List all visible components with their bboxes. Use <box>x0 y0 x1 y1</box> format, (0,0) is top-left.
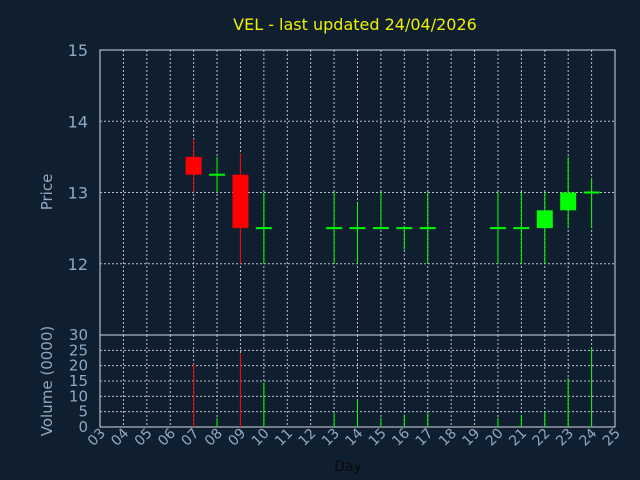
price-y-tick-label: 15 <box>68 41 88 60</box>
chart-title: VEL - last updated 24/04/2026 <box>233 15 477 34</box>
volume-y-tick-label: 30 <box>69 326 88 344</box>
price-y-tick-label: 13 <box>68 184 88 203</box>
x-tick-label: 13 <box>319 426 343 450</box>
x-tick-label: 07 <box>179 426 203 450</box>
x-tick-label: 11 <box>272 426 296 450</box>
candle-body <box>536 210 553 229</box>
candle <box>326 192 343 264</box>
candle-body <box>185 156 202 175</box>
x-tick-label: 24 <box>576 425 600 449</box>
candle <box>419 192 436 264</box>
price-panel: 12 13 14 15 Price <box>38 41 616 336</box>
volume-y-tick-label: 10 <box>69 387 88 405</box>
volume-y-tick-label: 25 <box>69 341 88 359</box>
candles <box>185 139 600 264</box>
x-tick-label: 21 <box>506 426 530 450</box>
volume-y-tick-label: 0 <box>78 418 88 436</box>
x-tick-label: 20 <box>483 426 507 450</box>
candle-body <box>232 174 249 229</box>
volume-y-tick-label: 5 <box>78 403 88 421</box>
x-ticks: 03 04 05 06 07 08 09 10 11 12 13 14 15 16 17 18 19 20 21 22… <box>85 425 624 449</box>
candle <box>185 139 202 193</box>
x-tick-label: 10 <box>249 426 273 450</box>
x-tick-label: 03 <box>85 426 109 450</box>
candle <box>513 192 530 264</box>
candle <box>349 203 366 264</box>
price-axis-label: Price <box>38 174 56 211</box>
candle <box>255 192 272 264</box>
x-tick-label: 04 <box>108 425 132 449</box>
x-tick-label: 19 <box>459 426 483 450</box>
x-tick-label: 18 <box>436 426 460 450</box>
candle <box>209 156 226 193</box>
volume-y-tick-label: 15 <box>69 372 88 390</box>
x-tick-label: 23 <box>553 426 577 450</box>
x-tick-label: 12 <box>296 426 320 450</box>
x-tick-label: 08 <box>202 426 226 450</box>
candle <box>396 227 413 250</box>
volume-bars <box>193 347 593 427</box>
x-tick-label: 15 <box>366 426 390 450</box>
x-tick-label: 25 <box>600 426 624 450</box>
price-y-ticks: 12 13 14 15 <box>68 41 88 274</box>
price-y-tick-label: 14 <box>68 112 88 131</box>
price-grid <box>100 50 615 335</box>
volume-axis-label: Volume (0000) <box>38 326 56 436</box>
x-tick-label: 14 <box>342 425 366 449</box>
candle-body <box>560 192 577 211</box>
x-tick-label: 05 <box>132 426 156 450</box>
x-tick-label: 09 <box>225 426 249 450</box>
volume-y-tick-label: 20 <box>69 357 88 375</box>
candle <box>489 192 506 264</box>
x-tick-label: 16 <box>389 425 413 449</box>
x-axis-label: Day <box>334 459 362 475</box>
candle <box>372 192 389 230</box>
x-tick-label: 22 <box>530 426 554 450</box>
x-tick-label: 06 <box>155 425 179 449</box>
candle <box>583 178 600 229</box>
candle <box>560 156 577 229</box>
candle <box>232 153 249 264</box>
x-tick-label: 17 <box>413 426 437 450</box>
price-y-tick-label: 12 <box>68 255 88 274</box>
candle <box>536 192 553 264</box>
